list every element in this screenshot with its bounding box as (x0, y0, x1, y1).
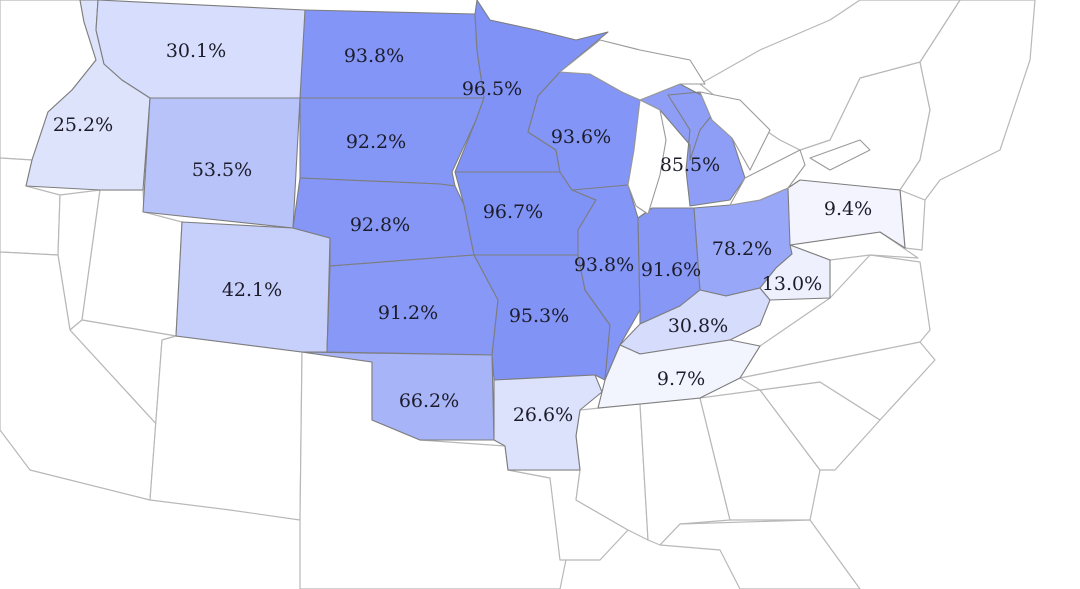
ontario-outline (699, 0, 961, 151)
label-colorado: 42.1% (222, 279, 282, 301)
label-tennessee: 9.7% (657, 368, 705, 390)
label-south-dakota: 92.2% (346, 131, 406, 153)
state-pennsylvania (787, 179, 906, 249)
label-nebraska: 92.8% (350, 214, 410, 236)
label-montana: 30.1% (166, 40, 226, 62)
georgia-outline (699, 389, 821, 521)
label-west-virginia: 13.0% (762, 273, 822, 295)
lake-huron (699, 91, 771, 171)
label-kentucky: 30.8% (668, 315, 728, 337)
label-ohio: 78.2% (712, 238, 772, 260)
state-west-virginia (759, 244, 831, 301)
label-arkansas: 26.6% (513, 404, 573, 426)
new-mexico-outline (149, 335, 303, 521)
new-england-outline (899, 0, 1036, 201)
florida-outline (659, 519, 861, 589)
label-illinois: 93.8% (574, 254, 634, 276)
label-michigan: 85.5% (660, 154, 720, 176)
label-kansas: 91.2% (378, 302, 438, 324)
label-idaho: 25.2% (53, 114, 113, 136)
lake-superior (559, 39, 706, 101)
label-missouri: 95.3% (509, 305, 569, 327)
label-indiana: 91.6% (641, 259, 701, 281)
lake-erie (729, 149, 806, 206)
label-wisconsin: 93.6% (551, 126, 611, 148)
great-lakes (559, 39, 871, 215)
lake-michigan (627, 99, 667, 215)
label-wyoming: 53.5% (192, 159, 252, 181)
background-states (0, 0, 1036, 589)
label-minnesota: 96.5% (462, 78, 522, 100)
colored-states (25, 0, 906, 471)
state-labels: 25.2% 30.1% 53.5% 42.1% 93.8% 92.2% 92.8… (53, 40, 872, 426)
state-tennessee (597, 339, 761, 409)
label-oklahoma: 66.2% (399, 390, 459, 412)
state-arkansas (493, 374, 603, 471)
label-pennsylvania: 9.4% (824, 198, 872, 220)
virginia-outline (739, 254, 931, 379)
label-north-dakota: 93.8% (344, 45, 404, 67)
lake-ontario (809, 139, 871, 171)
state-illinois (571, 184, 641, 381)
label-iowa: 96.7% (483, 201, 543, 223)
